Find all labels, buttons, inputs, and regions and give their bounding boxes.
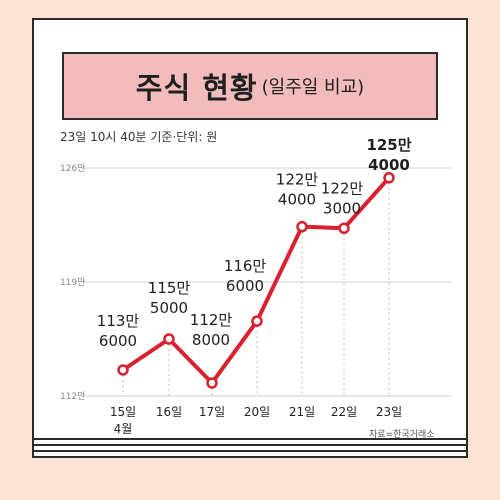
data-label: 112만 <box>190 311 233 329</box>
data-label: 3000 <box>323 199 361 217</box>
data-label: 6000 <box>226 277 264 295</box>
x-tick-label: 17일 <box>199 405 225 419</box>
y-tick-label: 112만 <box>60 391 85 402</box>
paper-edge <box>32 452 468 458</box>
x-tick-sublabel: 4월 <box>114 422 133 436</box>
data-point <box>338 222 350 235</box>
paper-edge <box>32 446 468 452</box>
data-label: 8000 <box>192 331 230 349</box>
paper-edge <box>32 440 468 446</box>
chart-subtitle: (일주일 비교) <box>261 77 365 98</box>
data-point <box>163 333 175 345</box>
data-label: 116만 <box>224 257 267 275</box>
data-label: 113만 <box>97 312 140 330</box>
title-banner: 주식 현황 (일주일 비교) <box>62 52 438 120</box>
data-point <box>117 364 129 376</box>
x-tick-label: 21일 <box>289 405 315 419</box>
data-label: 115만 <box>148 279 191 297</box>
data-label: 4000 <box>278 191 316 209</box>
x-tick-label: 16일 <box>156 405 182 419</box>
chart-title: 주식 현황 <box>135 71 258 105</box>
basis-note: 23일 10시 40분 기준·단위: 원 <box>60 130 218 144</box>
data-point <box>296 220 308 233</box>
y-tick-label: 119만 <box>60 277 85 288</box>
data-label: 4000 <box>368 156 410 174</box>
x-tick-label: 23일 <box>376 405 402 419</box>
x-tick-label: 15일 <box>110 405 136 419</box>
data-point <box>383 172 395 184</box>
data-point <box>251 315 263 327</box>
data-label: 6000 <box>99 332 137 350</box>
data-label: 122만 <box>321 179 364 197</box>
source-note: 자료=한국거래소 <box>369 430 435 440</box>
x-tick-label: 22일 <box>331 405 357 419</box>
data-point <box>206 377 218 389</box>
data-label: 125만 <box>366 136 411 154</box>
data-label: 122만 <box>276 171 319 189</box>
y-tick-label: 126만 <box>60 163 85 174</box>
x-tick-label: 20일 <box>244 405 270 419</box>
data-label: 5000 <box>150 299 188 317</box>
